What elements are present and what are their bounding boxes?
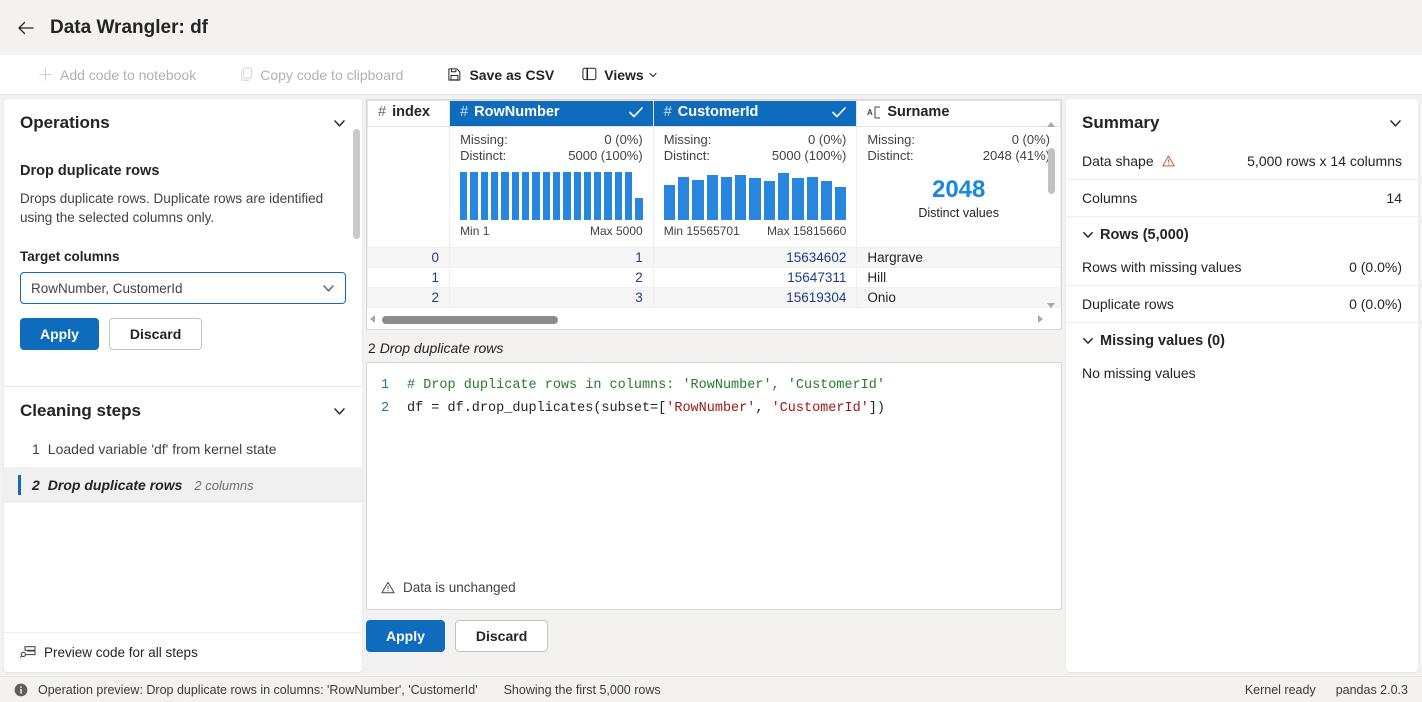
svg-text:A: A (867, 108, 873, 117)
